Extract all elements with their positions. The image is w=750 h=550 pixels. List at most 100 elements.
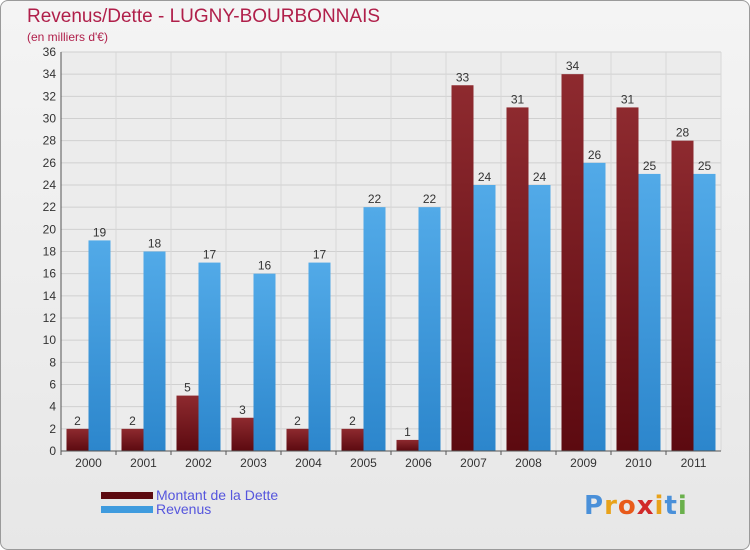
data-label-dette: 5 xyxy=(184,381,191,395)
data-label-dette: 34 xyxy=(566,59,580,73)
data-label-revenus: 22 xyxy=(423,192,437,206)
data-label-dette: 2 xyxy=(74,414,81,428)
x-tick-label: 2004 xyxy=(295,456,322,470)
y-tick-label: 30 xyxy=(43,112,57,126)
legend-label-revenus: Revenus xyxy=(156,501,212,517)
bar-revenus xyxy=(528,185,551,451)
bar-revenus xyxy=(198,262,221,451)
y-tick-label: 8 xyxy=(49,355,56,369)
grid-lines xyxy=(60,51,722,452)
y-tick-label: 10 xyxy=(43,333,57,347)
y-tick-label: 4 xyxy=(49,400,56,414)
data-label-revenus: 17 xyxy=(203,248,217,262)
data-label-dette: 2 xyxy=(294,414,301,428)
data-label-dette: 2 xyxy=(129,414,136,428)
bar-dette xyxy=(396,439,419,451)
y-tick-label: 28 xyxy=(43,134,57,148)
bar-revenus xyxy=(363,207,386,451)
logo-letter: o xyxy=(617,491,637,521)
x-tick-label: 2007 xyxy=(460,456,487,470)
legend-label-dette: Montant de la Dette xyxy=(156,487,279,503)
data-label-dette: 2 xyxy=(349,414,356,428)
logo-letter: x xyxy=(636,491,655,521)
data-label-dette: 28 xyxy=(676,126,690,140)
bar-revenus xyxy=(253,273,276,451)
x-tick-label: 2001 xyxy=(130,456,157,470)
legend-item-revenus: Revenus xyxy=(101,501,212,517)
y-tick-label: 34 xyxy=(43,67,57,81)
x-tick-label: 2011 xyxy=(681,456,707,470)
bar-revenus xyxy=(143,251,166,451)
data-label-dette: 33 xyxy=(456,70,470,84)
bar-dette xyxy=(176,395,199,451)
x-tick-label: 2003 xyxy=(240,456,267,470)
bar-revenus xyxy=(308,262,331,451)
y-tick-label: 22 xyxy=(43,200,57,214)
data-label-dette: 31 xyxy=(621,92,635,106)
bar-revenus xyxy=(418,207,441,451)
bar-dette xyxy=(451,85,474,451)
bar-dette xyxy=(121,428,144,451)
data-label-revenus: 16 xyxy=(258,259,272,273)
x-tick-label: 2000 xyxy=(75,456,102,470)
logo-letter: i xyxy=(677,491,688,521)
y-tick-label: 36 xyxy=(43,45,57,59)
data-label-revenus: 24 xyxy=(533,170,547,184)
legend-swatch-revenus xyxy=(101,505,153,513)
y-tick-label: 26 xyxy=(43,156,57,170)
bar-revenus xyxy=(693,173,716,451)
bar-revenus xyxy=(473,185,496,451)
y-tick-label: 20 xyxy=(43,222,57,236)
x-tick-label: 2008 xyxy=(515,456,542,470)
x-tick-label: 2002 xyxy=(185,456,212,470)
logo-letter: P xyxy=(584,491,605,521)
bar-dette xyxy=(671,140,694,451)
logo-letter: r xyxy=(604,491,618,521)
chart-subtitle: (en milliers d'€) xyxy=(27,30,108,44)
data-label-dette: 3 xyxy=(239,403,246,417)
x-tick-label: 2009 xyxy=(570,456,597,470)
data-label-revenus: 18 xyxy=(148,237,162,251)
legend-item-dette: Montant de la Dette xyxy=(101,487,279,503)
y-tick-label: 6 xyxy=(49,378,56,392)
data-label-revenus: 25 xyxy=(698,159,712,173)
bar-revenus xyxy=(583,162,606,452)
y-tick-label: 32 xyxy=(43,89,57,103)
bar-dette xyxy=(66,428,89,451)
chart-title: Revenus/Dette - LUGNY-BOURBONNAIS xyxy=(27,6,381,27)
legend-swatch-dette xyxy=(101,491,153,499)
data-label-dette: 31 xyxy=(511,92,525,106)
logo-letter: i xyxy=(654,491,665,521)
logo-letter: t xyxy=(664,491,678,521)
bar-dette xyxy=(616,107,639,452)
bar-revenus xyxy=(638,173,661,451)
bar-dette xyxy=(341,428,364,451)
data-label-revenus: 17 xyxy=(313,248,327,262)
data-label-revenus: 19 xyxy=(93,225,107,239)
data-label-dette: 1 xyxy=(404,425,411,439)
bar-revenus xyxy=(88,240,111,451)
y-tick-label: 0 xyxy=(49,444,56,458)
bar-dette xyxy=(561,74,584,452)
bar-dette xyxy=(231,417,254,451)
x-tick-label: 2006 xyxy=(405,456,432,470)
x-tick-label: 2005 xyxy=(350,456,377,470)
data-label-revenus: 22 xyxy=(368,192,382,206)
data-label-revenus: 25 xyxy=(643,159,657,173)
y-tick-label: 2 xyxy=(49,422,56,436)
y-tick-label: 14 xyxy=(43,289,57,303)
bar-dette xyxy=(506,107,529,452)
data-label-revenus: 26 xyxy=(588,148,602,162)
data-label-revenus: 24 xyxy=(478,170,492,184)
y-tick-label: 12 xyxy=(43,311,57,325)
proxiti-logo: Proxiti xyxy=(584,491,688,521)
x-tick-label: 2010 xyxy=(625,456,652,470)
data-labels: 2192185173162172221223324312434263125282… xyxy=(74,59,711,439)
y-tick-label: 16 xyxy=(43,267,57,281)
y-tick-label: 18 xyxy=(43,245,57,259)
y-tick-label: 24 xyxy=(43,178,57,192)
bar-dette xyxy=(286,428,309,451)
